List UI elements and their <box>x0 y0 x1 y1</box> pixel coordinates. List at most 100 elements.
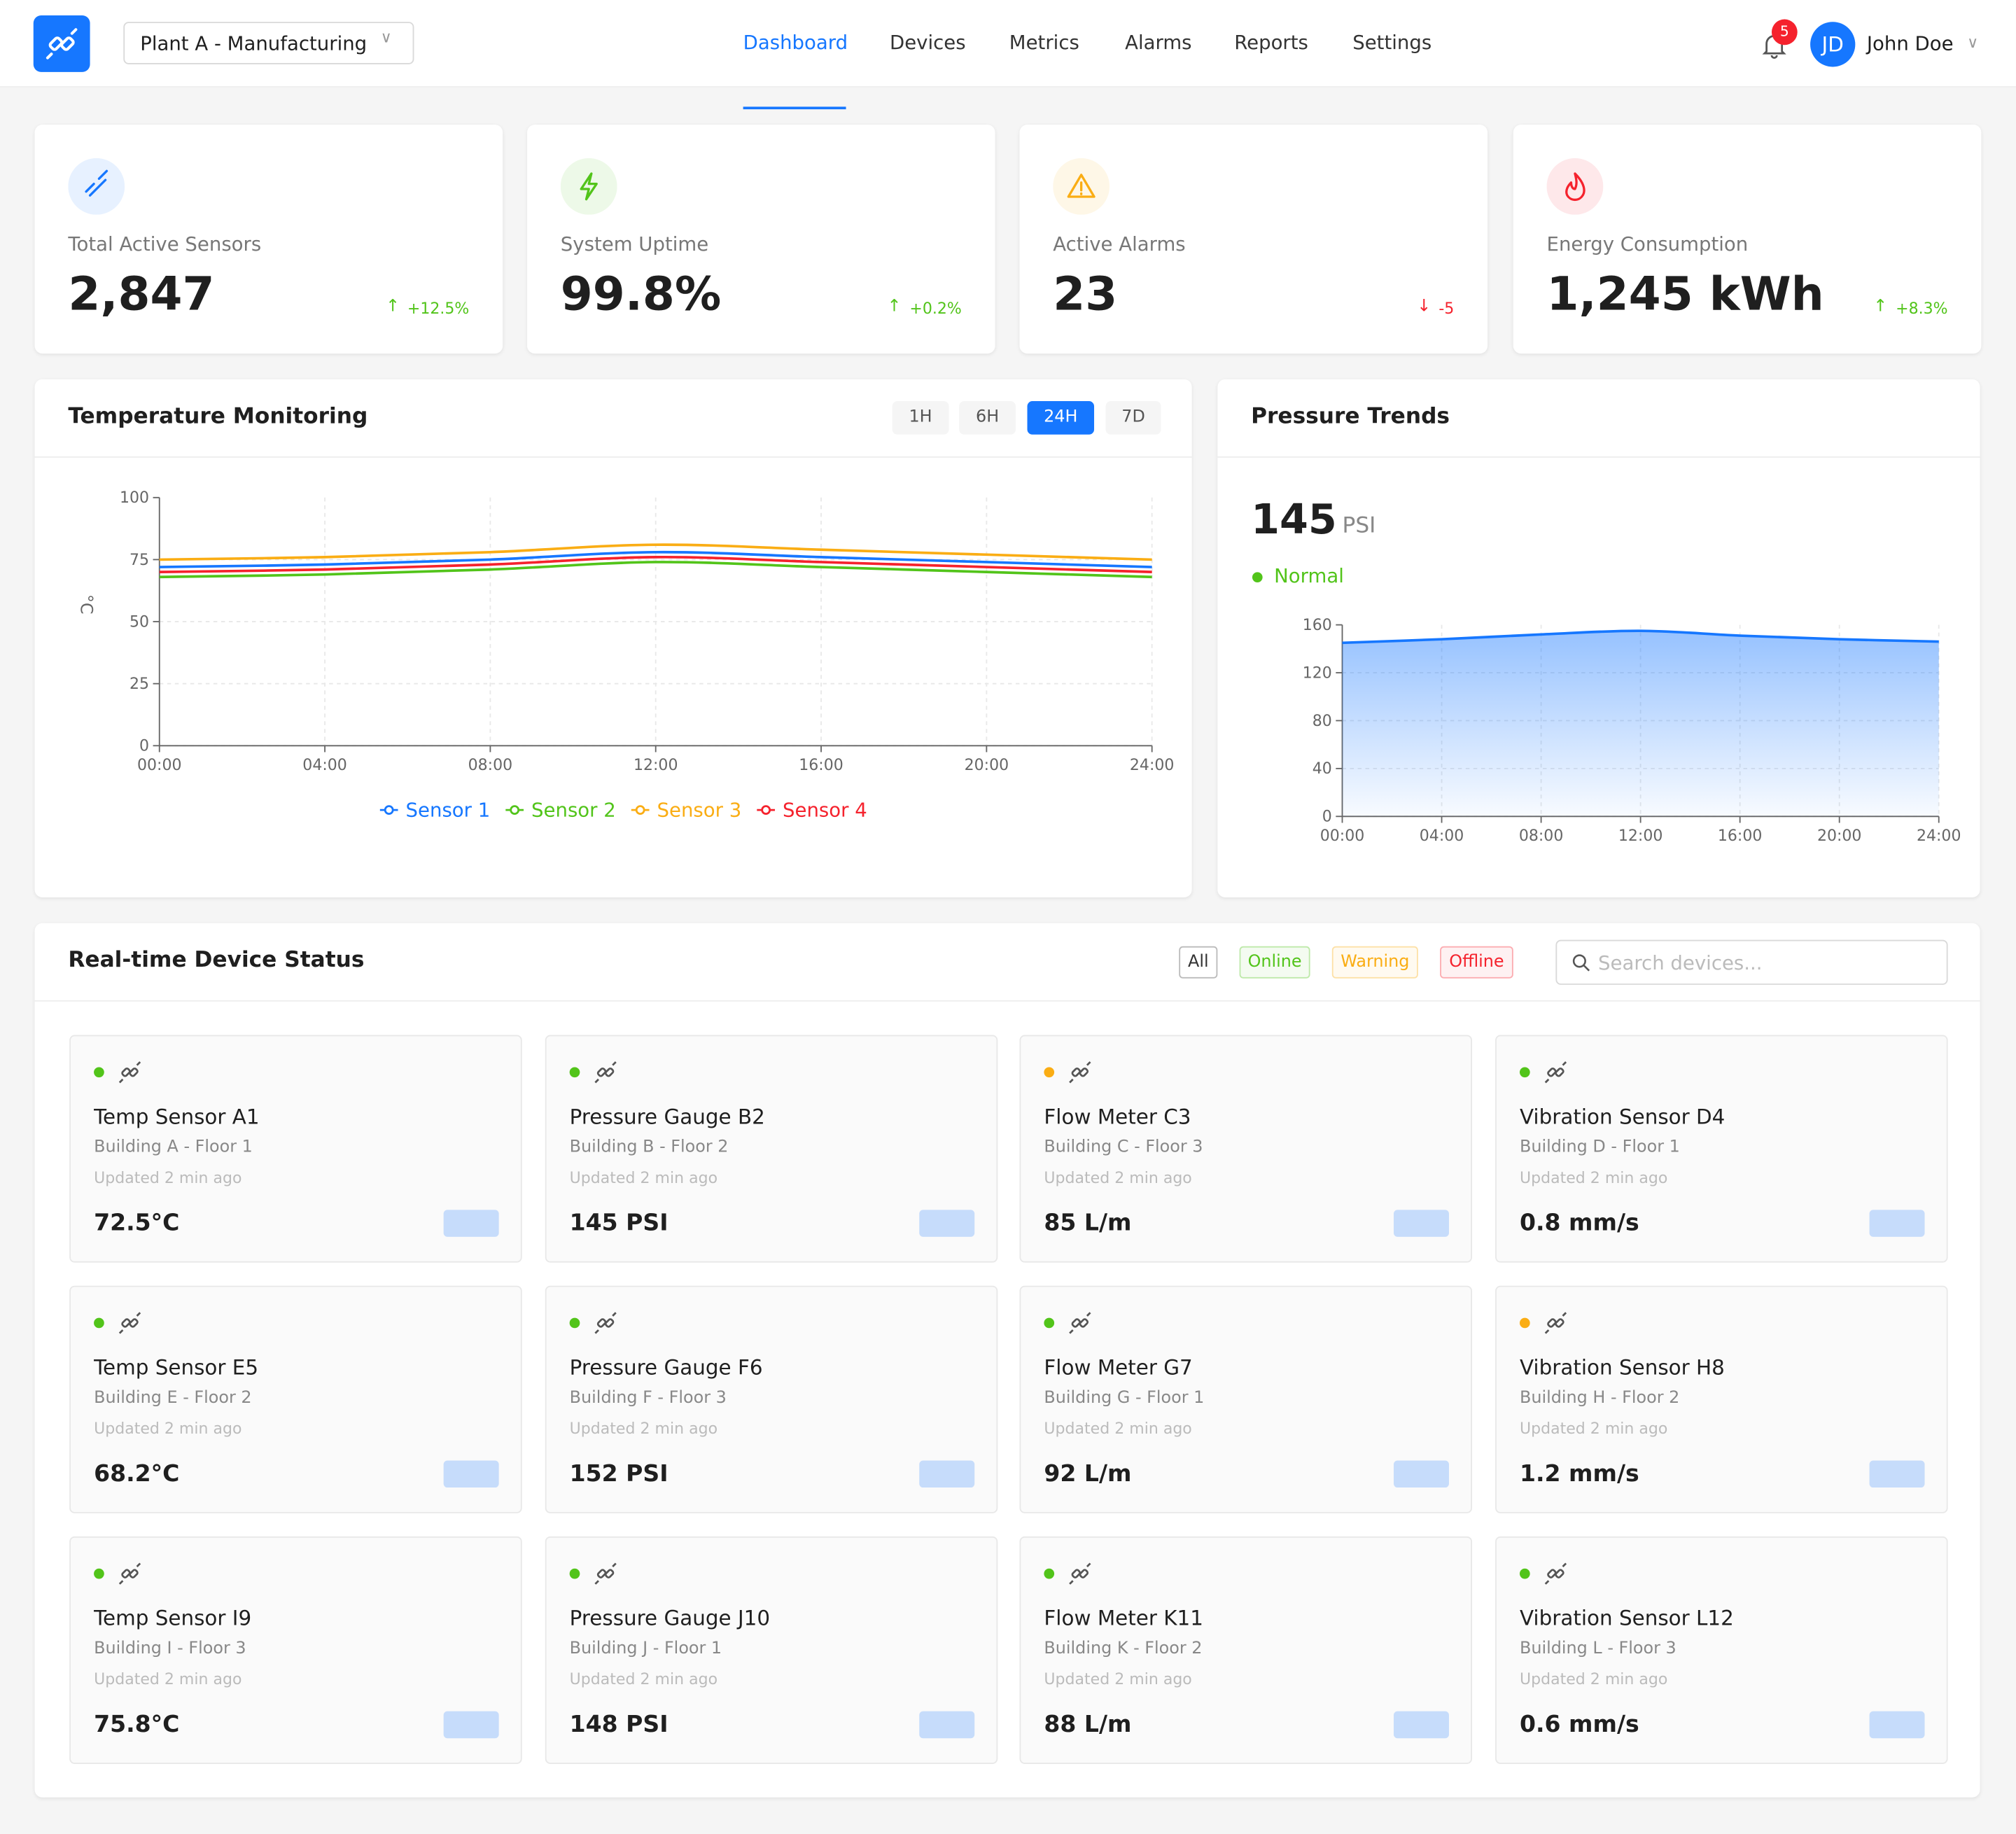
status-dot <box>1044 1067 1055 1078</box>
device-updated: Updated 2 min ago <box>569 1419 718 1438</box>
search-box[interactable]: Search devices... <box>1555 939 1948 985</box>
device-card[interactable]: Temp Sensor E5 Building E - Floor 2 Update… <box>69 1285 522 1513</box>
device-value: 92 L/m <box>1044 1460 1132 1488</box>
device-icon <box>118 1312 141 1334</box>
device-card[interactable]: Flow Meter K11 Building K - Floor 2 Update… <box>1019 1536 1473 1764</box>
plug-part <box>1086 1061 1091 1066</box>
kpi-card: Total Active Sensors 2,847 +12.5% ↑ <box>34 125 503 354</box>
y-tick-label: 50 <box>130 613 149 631</box>
status-dot <box>1044 1317 1055 1329</box>
device-card[interactable]: Vibration Sensor D4 Building D - Floor 1 U… <box>1495 1035 1948 1263</box>
plug-part <box>594 1078 599 1084</box>
device-updated: Updated 2 min ago <box>94 1419 242 1438</box>
sparkline-placeholder <box>443 1711 499 1739</box>
sparkline-placeholder <box>919 1210 975 1237</box>
plug-part <box>1555 1068 1564 1077</box>
nav-item[interactable]: Alarms <box>1125 31 1192 55</box>
plug-part <box>129 1068 139 1077</box>
sparkline-placeholder <box>443 1460 499 1488</box>
nav-item[interactable]: Dashboard <box>743 31 848 55</box>
device-card[interactable]: Flow Meter C3 Building C - Floor 3 Updated… <box>1019 1035 1473 1263</box>
plug-glyph <box>1069 1562 1091 1585</box>
status-dot <box>1519 1067 1530 1078</box>
legend-label: Sensor 2 <box>531 799 616 821</box>
device-card[interactable]: Pressure Gauge B2 Building B - Floor 2 Upd… <box>545 1035 998 1263</box>
range-button[interactable]: 7D <box>1105 401 1161 435</box>
plug-glyph <box>118 1061 141 1084</box>
device-card[interactable]: Pressure Gauge J10 Building J - Floor 1 Up… <box>545 1536 998 1764</box>
device-card[interactable]: Vibration Sensor L12 Building L - Floor 3… <box>1495 1536 1948 1764</box>
divider <box>34 456 1192 458</box>
user-name[interactable]: John Doe <box>1866 31 1954 55</box>
plant-select[interactable]: Plant A - Manufacturing <box>123 22 414 64</box>
plug-part <box>1562 1061 1567 1066</box>
legend-label: Sensor 1 <box>406 799 491 821</box>
device-card[interactable]: Temp Sensor A1 Building A - Floor 1 Update… <box>69 1035 522 1263</box>
kpi-value: 23 <box>1053 268 1118 322</box>
icon-glyph <box>85 169 108 197</box>
plug-part <box>1562 1312 1567 1317</box>
plug-part <box>121 1068 131 1077</box>
device-location: Building A - Floor 1 <box>94 1138 253 1158</box>
filter-tag[interactable]: Online <box>1239 946 1310 979</box>
device-name: Temp Sensor E5 <box>94 1354 259 1380</box>
logo-icon <box>46 28 78 59</box>
filter-tag[interactable]: Warning <box>1331 946 1418 979</box>
sparkline-placeholder <box>919 1460 975 1488</box>
sparkline-placeholder <box>1869 1210 1925 1237</box>
nav-item[interactable]: Devices <box>889 31 966 55</box>
search-icon <box>1572 954 1590 972</box>
range-button[interactable]: 1H <box>892 401 949 435</box>
nav-item[interactable]: Settings <box>1352 31 1432 55</box>
device-icon <box>1069 1061 1091 1084</box>
device-location: Building C - Floor 3 <box>1044 1138 1203 1158</box>
nav-underline <box>743 106 846 110</box>
x-tick-label: 00:00 <box>1320 827 1364 845</box>
range-button[interactable]: 6H <box>959 401 1016 435</box>
device-name: Vibration Sensor H8 <box>1519 1354 1725 1380</box>
pressure-line <box>1342 629 1939 645</box>
search-placeholder: Search devices... <box>1598 951 1763 975</box>
device-location: Building L - Floor 3 <box>1519 1639 1676 1659</box>
plug-part <box>612 1312 617 1317</box>
device-card[interactable]: Flow Meter G7 Building G - Floor 1 Updated… <box>1019 1285 1473 1513</box>
filter-tag[interactable]: All <box>1179 946 1218 979</box>
device-name: Pressure Gauge J10 <box>569 1606 771 1630</box>
plug-part <box>1547 1068 1557 1077</box>
kpi-label: System Uptime <box>560 232 709 256</box>
device-location: Building J - Floor 1 <box>569 1639 722 1659</box>
kpi-value: 99.8% <box>560 268 722 322</box>
x-tick-label: 24:00 <box>1130 757 1175 774</box>
range-button[interactable]: 24H <box>1027 401 1095 435</box>
device-card[interactable]: Pressure Gauge F6 Building F - Floor 3 Upd… <box>545 1285 998 1513</box>
device-value: 0.6 mm/s <box>1519 1711 1639 1739</box>
device-location: Building H - Floor 2 <box>1519 1388 1680 1408</box>
plug-glyph <box>1069 1312 1091 1334</box>
sparkline-placeholder <box>1393 1210 1449 1237</box>
x-tick-label: 00:00 <box>137 757 182 774</box>
filter-tag[interactable]: Offline <box>1440 946 1513 979</box>
plug-part <box>604 1318 615 1328</box>
device-card[interactable]: Temp Sensor I9 Building I - Floor 3 Update… <box>69 1536 522 1764</box>
device-location: Building K - Floor 2 <box>1044 1639 1203 1659</box>
device-icon <box>118 1061 141 1084</box>
notification-badge[interactable]: 5 <box>1771 19 1798 46</box>
status-dot <box>1252 572 1263 583</box>
logo[interactable] <box>33 15 90 72</box>
legend-label: Sensor 3 <box>657 799 742 821</box>
sparkline-placeholder <box>1869 1460 1925 1488</box>
plug-part <box>1079 1318 1089 1328</box>
device-name: Flow Meter G7 <box>1044 1354 1193 1380</box>
trend-arrow: ↑ <box>1873 297 1888 316</box>
plug-part <box>596 1068 607 1077</box>
icon-glyph <box>1565 172 1586 201</box>
kpi-label: Active Alarms <box>1053 232 1186 256</box>
device-location: Building E - Floor 2 <box>94 1388 252 1408</box>
device-name: Temp Sensor A1 <box>94 1104 260 1129</box>
nav-item[interactable]: Reports <box>1234 31 1308 55</box>
device-card[interactable]: Vibration Sensor H8 Building H - Floor 2 U… <box>1495 1285 1948 1513</box>
device-value: 1.2 mm/s <box>1519 1460 1639 1488</box>
avatar[interactable]: JD <box>1810 22 1856 67</box>
nav-item[interactable]: Metrics <box>1009 31 1079 55</box>
